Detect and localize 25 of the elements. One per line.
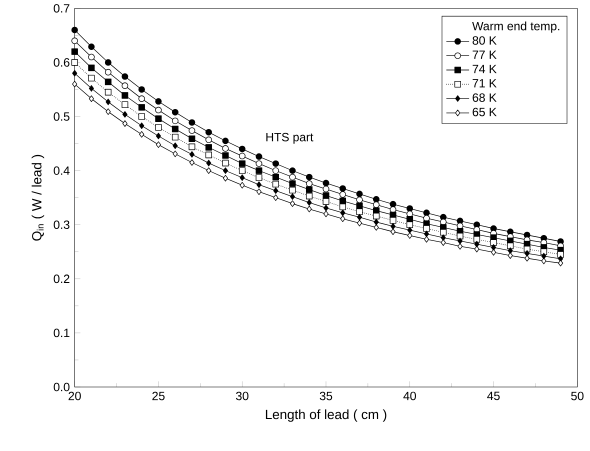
y-tick-label: 0.0 [54,382,70,392]
x-tick-label: 30 [236,392,248,400]
y-tick-label: 0.7 [54,4,70,13]
legend-label: 68 K [472,93,497,102]
x-tick-label: 20 [68,392,81,400]
y-tick-label: 0.1 [54,328,70,338]
x-tick-label: 35 [320,392,332,400]
y-axis-title: Q$_{in}$ ( W / lead ) [32,154,44,241]
x-axis-title: Length of lead ( cm ) [266,409,386,422]
legend-label: 71 K [472,79,497,88]
y-tick-label: 0.2 [54,274,70,284]
y-tick-label: 0.6 [54,58,70,67]
legend-title: Warm end temp. [472,22,560,33]
y-tick-label: 0.3 [54,220,70,229]
x-tick-label: 25 [152,392,165,400]
legend-label: 74 K [472,64,497,74]
x-tick-label: 45 [487,392,500,400]
annotation: HTS part [266,132,314,144]
x-tick-label: 40 [403,392,416,400]
y-tick-label: 0.4 [54,166,70,175]
x-tick-label: 50 [571,392,584,400]
legend-label: 65 K [472,108,497,116]
legend-label: 77 K [472,50,497,59]
legend-label: 80 K [472,36,497,45]
y-tick-label: 0.5 [54,112,70,121]
